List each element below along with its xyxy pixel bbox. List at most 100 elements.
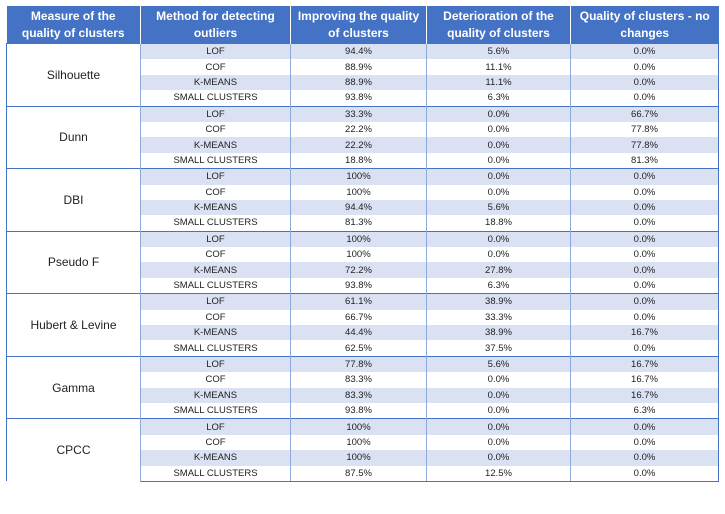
table-row: SMALL CLUSTERS 18.8% 0.0% 81.3% bbox=[7, 152, 719, 169]
no-change-cell: 77.8% bbox=[570, 121, 719, 138]
table-row: Hubert & Levine LOF 61.1% 38.9% 0.0% bbox=[6, 293, 719, 357]
measure-cell: Gamma bbox=[6, 355, 141, 419]
table-body: Silhouette LOF 94.4% 5.6% 0.0% COF 88.9% 11.1% 0… bbox=[6, 43, 719, 482]
table-row: SMALL CLUSTERS 81.3% 18.8% 0.0% bbox=[7, 215, 719, 232]
improving-cell: 100% bbox=[290, 230, 427, 248]
improving-cell: 100% bbox=[290, 418, 427, 435]
improving-cell: 94.4% bbox=[290, 43, 427, 60]
table-row: K-MEANS 100% 0.0% 0.0% bbox=[7, 450, 719, 466]
header-measure: Measure of the quality of clusters bbox=[6, 6, 141, 44]
deterioration-cell: 0.0% bbox=[426, 184, 571, 200]
header-improving: Improving the quality of clusters bbox=[290, 6, 427, 44]
deterioration-cell: 0.0% bbox=[426, 247, 571, 263]
deterioration-cell: 0.0% bbox=[426, 387, 571, 403]
table-row: Gamma LOF 77.8% 5.6% 16.7% bbox=[6, 355, 719, 419]
table-row: K-MEANS 72.2% 27.8% 0.0% bbox=[7, 262, 719, 278]
method-cell: K-MEANS bbox=[140, 199, 291, 216]
cluster-quality-table: Measure of the quality of clusters Metho… bbox=[6, 6, 719, 482]
method-cell: SMALL CLUSTERS bbox=[140, 340, 291, 357]
no-change-cell: 66.7% bbox=[570, 105, 719, 122]
deterioration-cell: 0.0% bbox=[426, 372, 571, 388]
measure-cell: Hubert & Levine bbox=[6, 293, 141, 357]
no-change-cell: 0.0% bbox=[570, 450, 719, 466]
no-change-cell: 0.0% bbox=[570, 262, 719, 278]
no-change-cell: 0.0% bbox=[570, 434, 719, 451]
table-row: SMALL CLUSTERS 87.5% 12.5% 0.0% bbox=[7, 465, 719, 482]
improving-cell: 93.8% bbox=[290, 90, 427, 107]
no-change-cell: 0.0% bbox=[570, 59, 719, 75]
method-cell: LOF bbox=[140, 293, 291, 310]
table-row: K-MEANS 44.4% 38.9% 16.7% bbox=[7, 325, 719, 341]
improving-cell: 83.3% bbox=[290, 372, 427, 388]
method-cell: LOF bbox=[140, 43, 291, 60]
method-cell: SMALL CLUSTERS bbox=[140, 402, 291, 419]
deterioration-cell: 11.1% bbox=[426, 74, 571, 91]
no-change-cell: 0.0% bbox=[570, 90, 719, 107]
no-change-cell: 0.0% bbox=[570, 230, 719, 248]
table-row: COF 100% 0.0% 0.0% bbox=[7, 434, 719, 451]
no-change-cell: 0.0% bbox=[570, 199, 719, 216]
no-change-cell: 0.0% bbox=[570, 465, 719, 482]
table-row: SMALL CLUSTERS 93.8% 6.3% 0.0% bbox=[7, 90, 719, 107]
improving-cell: 33.3% bbox=[290, 105, 427, 122]
table-row: COF 66.7% 33.3% 0.0% bbox=[7, 309, 719, 326]
method-cell: LOF bbox=[140, 105, 291, 122]
no-change-cell: 0.0% bbox=[570, 418, 719, 435]
no-change-cell: 81.3% bbox=[570, 152, 719, 169]
no-change-cell: 16.7% bbox=[570, 355, 719, 373]
method-cell: K-MEANS bbox=[140, 325, 291, 341]
deterioration-cell: 0.0% bbox=[426, 121, 571, 138]
table-row: Silhouette LOF 94.4% 5.6% 0.0% bbox=[6, 43, 719, 107]
no-change-cell: 16.7% bbox=[570, 325, 719, 341]
table-row: Dunn LOF 33.3% 0.0% 66.7% bbox=[6, 105, 719, 169]
deterioration-cell: 33.3% bbox=[426, 309, 571, 326]
deterioration-cell: 6.3% bbox=[426, 90, 571, 107]
no-change-cell: 16.7% bbox=[570, 387, 719, 403]
deterioration-cell: 5.6% bbox=[426, 355, 571, 373]
method-cell: LOF bbox=[140, 230, 291, 248]
improving-cell: 88.9% bbox=[290, 74, 427, 91]
table-row: COF 88.9% 11.1% 0.0% bbox=[7, 59, 719, 75]
method-cell: COF bbox=[140, 309, 291, 326]
method-cell: COF bbox=[140, 372, 291, 388]
improving-cell: 93.8% bbox=[290, 277, 427, 294]
no-change-cell: 0.0% bbox=[570, 168, 719, 185]
deterioration-cell: 38.9% bbox=[426, 293, 571, 310]
deterioration-cell: 38.9% bbox=[426, 325, 571, 341]
no-change-cell: 6.3% bbox=[570, 402, 719, 419]
deterioration-cell: 6.3% bbox=[426, 277, 571, 294]
improving-cell: 44.4% bbox=[290, 325, 427, 341]
no-change-cell: 0.0% bbox=[570, 293, 719, 310]
improving-cell: 100% bbox=[290, 450, 427, 466]
improving-cell: 83.3% bbox=[290, 387, 427, 403]
method-cell: SMALL CLUSTERS bbox=[140, 152, 291, 169]
no-change-cell: 0.0% bbox=[570, 247, 719, 263]
no-change-cell: 16.7% bbox=[570, 372, 719, 388]
no-change-cell: 77.8% bbox=[570, 137, 719, 153]
header-deterioration: Deterioration of the quality of clusters bbox=[426, 6, 571, 44]
table-row: COF 83.3% 0.0% 16.7% bbox=[7, 372, 719, 388]
no-change-cell: 0.0% bbox=[570, 43, 719, 60]
table-row: K-MEANS 22.2% 0.0% 77.8% bbox=[7, 137, 719, 153]
improving-cell: 61.1% bbox=[290, 293, 427, 310]
measure-cell: Silhouette bbox=[6, 43, 141, 107]
table-row: K-MEANS 88.9% 11.1% 0.0% bbox=[7, 74, 719, 91]
table-row: K-MEANS 83.3% 0.0% 16.7% bbox=[7, 387, 719, 403]
deterioration-cell: 0.0% bbox=[426, 402, 571, 419]
table-row: COF 22.2% 0.0% 77.8% bbox=[7, 121, 719, 138]
deterioration-cell: 5.6% bbox=[426, 43, 571, 60]
table-header: Measure of the quality of clusters Metho… bbox=[6, 6, 719, 44]
deterioration-cell: 0.0% bbox=[426, 450, 571, 466]
method-cell: LOF bbox=[140, 418, 291, 435]
method-cell: COF bbox=[140, 184, 291, 200]
header-no-changes: Quality of clusters - no changes bbox=[570, 6, 719, 44]
no-change-cell: 0.0% bbox=[570, 184, 719, 200]
measure-cell: Pseudo F bbox=[6, 230, 141, 294]
table-row: COF 100% 0.0% 0.0% bbox=[7, 247, 719, 263]
no-change-cell: 0.0% bbox=[570, 277, 719, 294]
header-method: Method for detecting outliers bbox=[140, 6, 291, 44]
table-row: DBI LOF 100% 0.0% 0.0% bbox=[6, 168, 719, 232]
improving-cell: 100% bbox=[290, 434, 427, 451]
method-cell: COF bbox=[140, 247, 291, 263]
method-cell: SMALL CLUSTERS bbox=[140, 90, 291, 107]
